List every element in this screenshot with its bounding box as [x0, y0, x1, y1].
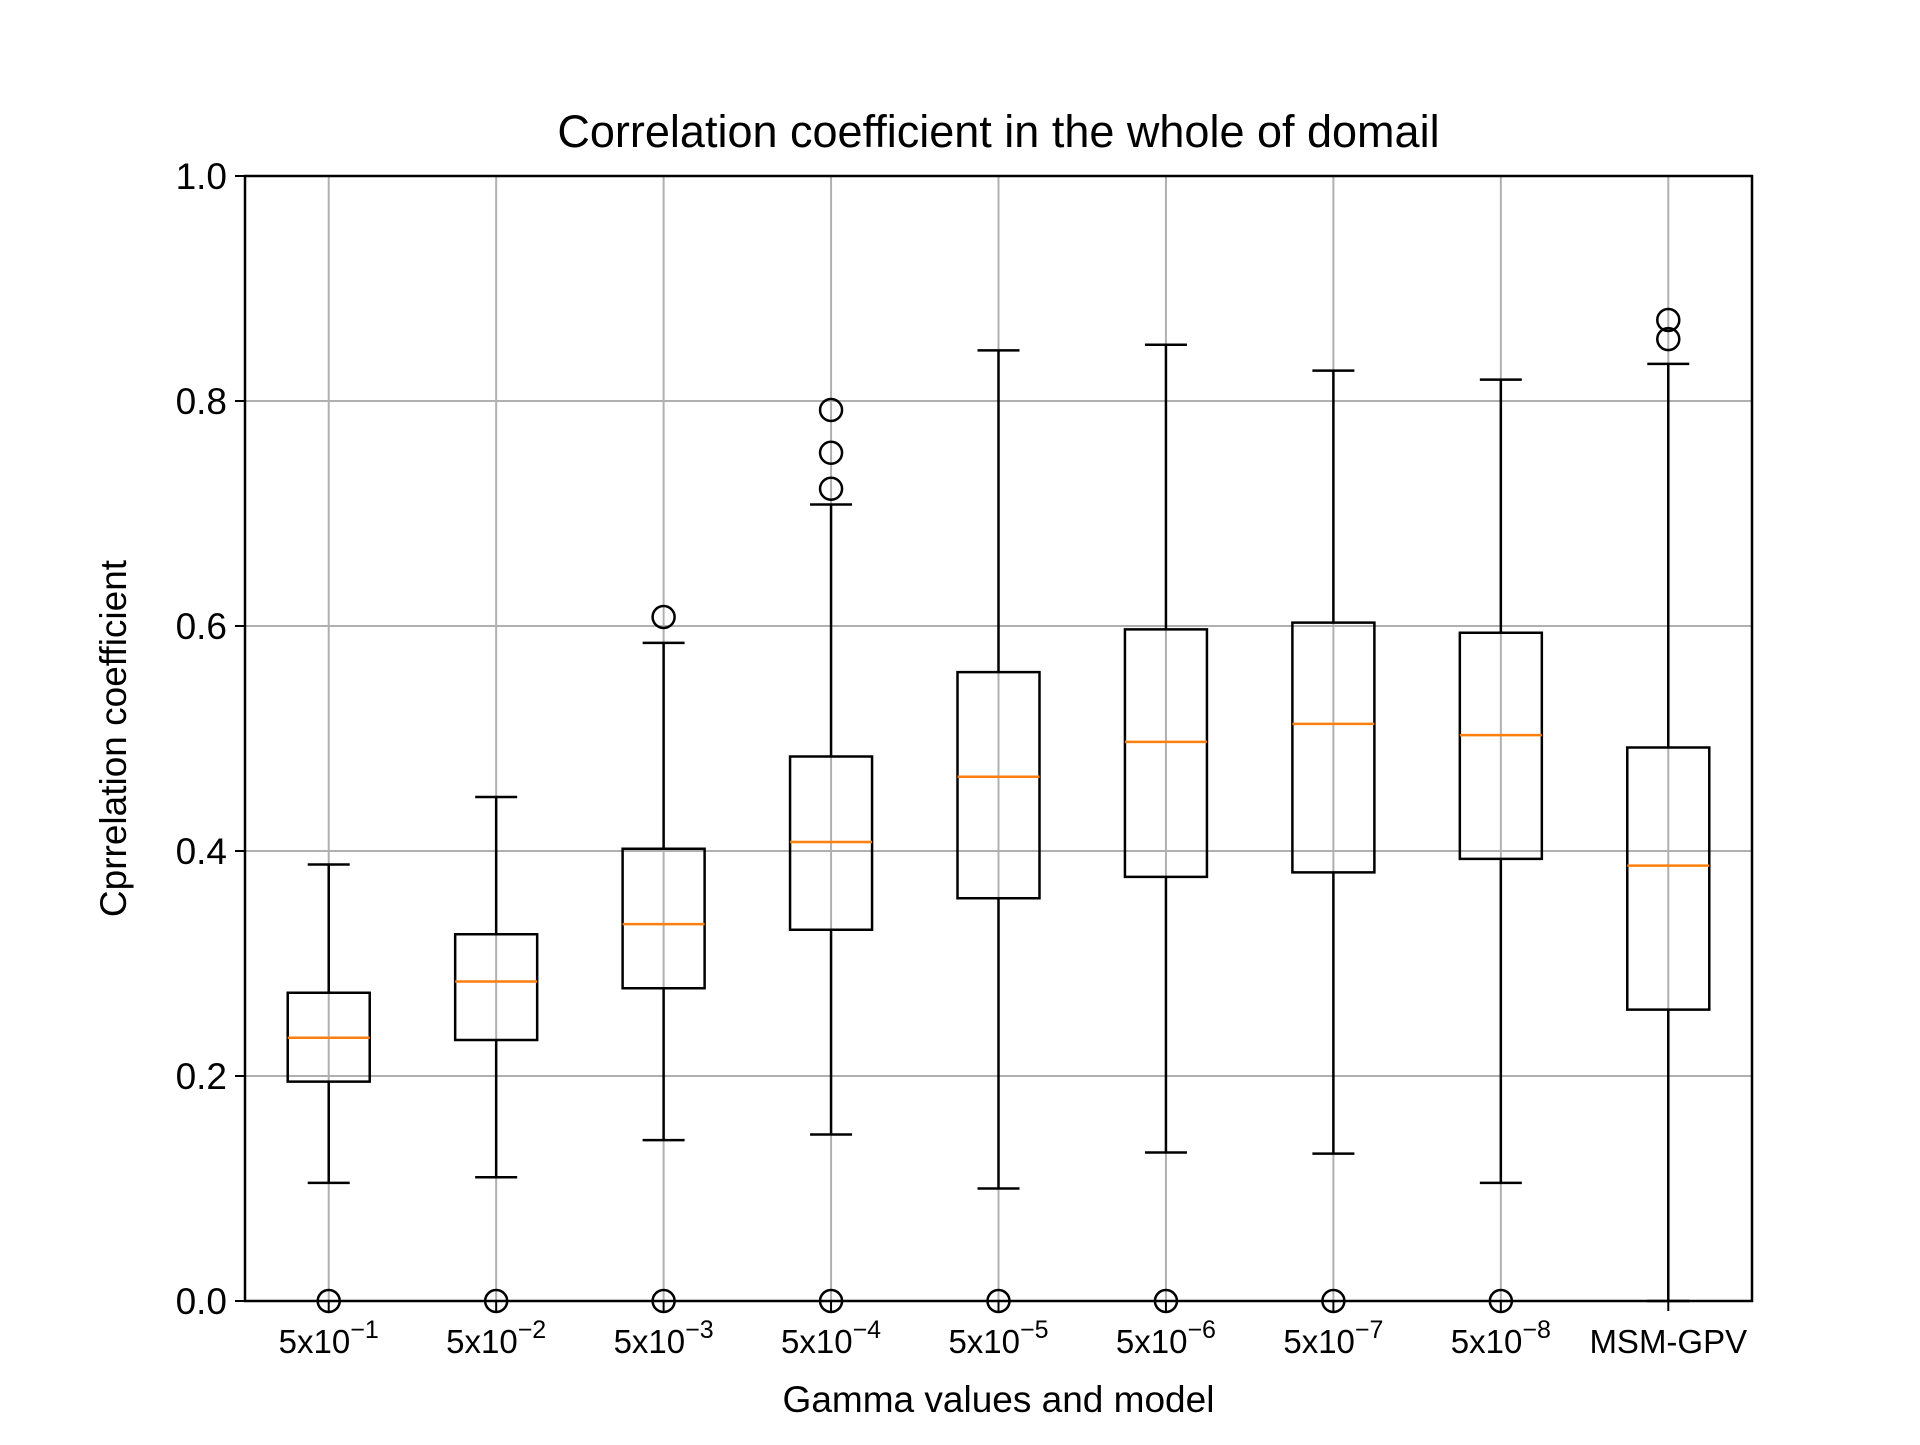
iqr-box — [621, 847, 706, 990]
x-tick-label: 5x10−6 — [1116, 1316, 1216, 1360]
x-tick-label-base: 5x10 — [614, 1323, 686, 1360]
iqr-box — [1626, 746, 1711, 1011]
x-tick-label-base: 5x10 — [279, 1323, 351, 1360]
outlier-point — [818, 397, 844, 423]
outlier-point — [818, 476, 844, 501]
x-tick-label: 5x10−7 — [1283, 1316, 1383, 1360]
box-group — [621, 604, 706, 1314]
x-tick-label-base: 5x10 — [1116, 1323, 1188, 1360]
x-tick-label-base: 5x10 — [948, 1323, 1020, 1360]
outlier-point — [651, 604, 676, 630]
x-tick-label-exponent: −4 — [853, 1316, 882, 1344]
x-tick-label-base: 5x10 — [781, 1323, 853, 1360]
marks-layer — [286, 307, 1711, 1314]
x-tick-label: 5x10−5 — [948, 1316, 1048, 1360]
x-tick-label-exponent: −6 — [1187, 1316, 1216, 1344]
x-tick-label-base: 5x10 — [1451, 1323, 1523, 1360]
x-tick-label: 5x10−8 — [1451, 1316, 1551, 1360]
outlier-point — [1656, 307, 1681, 333]
box-group — [1123, 343, 1209, 1314]
y-tick-label: 0.0 — [176, 1281, 227, 1322]
iqr-box — [1123, 628, 1209, 879]
chart-title: Correlation coefficient in the whole of … — [557, 106, 1439, 157]
x-tick-label-exponent: −8 — [1522, 1316, 1551, 1344]
box-group — [1458, 378, 1544, 1314]
y-tick-label: 0.6 — [176, 606, 227, 647]
x-tick-label: 5x10−2 — [446, 1316, 546, 1360]
x-tick-label-exponent: −2 — [518, 1316, 547, 1344]
box-group — [453, 795, 539, 1314]
y-tick-label: 0.8 — [176, 381, 227, 422]
outlier-point — [1656, 326, 1681, 352]
x-tick-label-base: 5x10 — [446, 1323, 518, 1360]
x-tick-label-base: 5x10 — [1283, 1323, 1355, 1360]
y-axis-label: Cprrelation coefficient — [93, 559, 134, 917]
x-axis-label: Gamma values and model — [783, 1379, 1215, 1420]
box-group — [788, 397, 874, 1314]
outlier-point — [818, 440, 844, 465]
iqr-box — [956, 670, 1041, 900]
iqr-box — [453, 933, 539, 1042]
x-tick-label-exponent: −5 — [1020, 1316, 1049, 1344]
x-tick-label: 5x10−1 — [279, 1316, 379, 1360]
y-tick-label: 1.0 — [176, 156, 227, 197]
y-tick-label: 0.4 — [176, 831, 227, 872]
x-tick-label: MSM-GPV — [1589, 1323, 1747, 1360]
box-group — [956, 349, 1041, 1314]
x-tick-label: 5x10−3 — [614, 1316, 714, 1360]
iqr-box — [1291, 621, 1376, 874]
x-tick-label: 5x10−4 — [781, 1316, 881, 1360]
y-tick-label: 0.2 — [176, 1056, 227, 1097]
x-tick-label-exponent: −1 — [350, 1316, 379, 1344]
x-tick-label-exponent: −7 — [1355, 1316, 1384, 1344]
x-tick-label-exponent: −3 — [685, 1316, 714, 1344]
x-tick-label-base: MSM-GPV — [1589, 1323, 1747, 1360]
iqr-box — [1458, 631, 1544, 861]
box-group — [1291, 369, 1376, 1314]
